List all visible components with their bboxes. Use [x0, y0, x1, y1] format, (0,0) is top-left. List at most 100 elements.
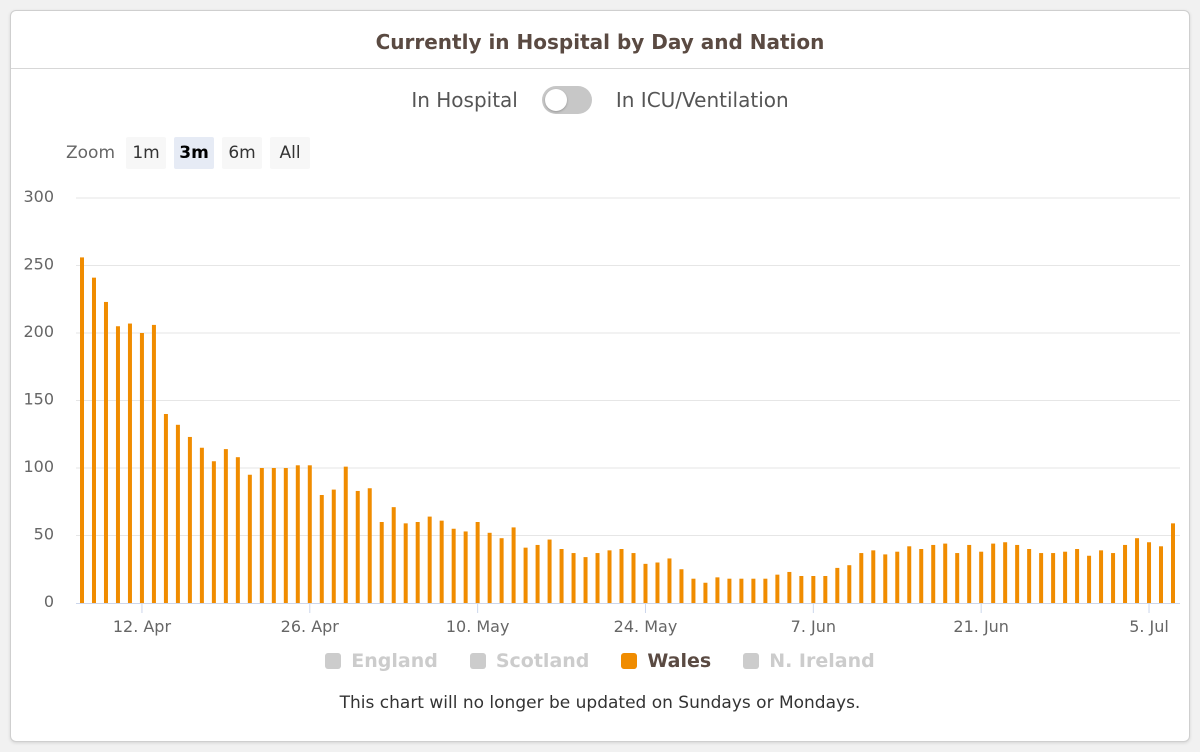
bar — [727, 578, 732, 603]
bar — [607, 550, 612, 603]
bar — [223, 449, 228, 603]
bar — [859, 553, 864, 603]
bar — [823, 576, 828, 603]
bar — [1147, 542, 1152, 603]
bar — [943, 543, 948, 603]
x-tick-label: 10. May — [446, 617, 510, 636]
bar — [523, 547, 528, 603]
bar — [751, 578, 756, 603]
bar — [115, 326, 120, 603]
bar — [463, 531, 468, 603]
bar — [1171, 523, 1175, 603]
bar — [1123, 544, 1128, 603]
bar — [979, 551, 984, 603]
legend-item-wales[interactable]: Wales — [621, 650, 711, 672]
zoom-1m-button[interactable]: 1m — [126, 137, 167, 169]
bar — [139, 333, 144, 603]
bar — [343, 466, 348, 603]
view-toggle-switch[interactable] — [541, 86, 592, 114]
legend-label: Scotland — [495, 650, 590, 672]
zoom-selector: Zoom 1m 3m 6m All — [66, 136, 311, 170]
chart-title: Currently in Hospital by Day and Nation — [11, 11, 1189, 69]
bar — [295, 465, 300, 603]
bar — [403, 523, 408, 603]
bar — [931, 544, 936, 603]
chart-card: Currently in Hospital by Day and Nation — [10, 10, 1190, 742]
bar — [1099, 550, 1104, 603]
bar — [367, 488, 372, 603]
bar — [451, 528, 456, 603]
bar — [1015, 544, 1020, 603]
bar — [283, 468, 288, 603]
bar — [439, 520, 444, 603]
y-tick-label: 250 — [23, 255, 54, 274]
bar — [271, 468, 276, 603]
bar — [175, 424, 180, 603]
bar — [739, 578, 744, 603]
bar — [619, 549, 624, 603]
bar — [80, 257, 84, 603]
bar — [427, 516, 432, 603]
bar — [847, 565, 852, 603]
bar — [595, 553, 600, 603]
x-tick-label: 5. Jul — [1129, 617, 1169, 636]
y-tick-label: 100 — [23, 457, 54, 476]
bar — [355, 490, 360, 603]
in-hospital-label[interactable]: In Hospital — [411, 88, 518, 112]
legend-swatch — [743, 653, 760, 669]
zoom-3m-button[interactable]: 3m — [174, 137, 215, 169]
bar — [1003, 542, 1008, 603]
bar — [907, 546, 912, 603]
bar — [475, 522, 480, 603]
bar — [715, 577, 720, 603]
toggle-knob — [544, 89, 567, 111]
legend-swatch — [325, 653, 342, 669]
bar — [1051, 553, 1056, 603]
bar — [703, 582, 708, 603]
legend-item-england[interactable]: England — [325, 650, 438, 672]
legend-item-n-ireland[interactable]: N. Ireland — [743, 650, 875, 672]
bar — [811, 576, 816, 603]
bar — [691, 578, 696, 603]
legend-label: Wales — [647, 650, 712, 672]
bar — [211, 461, 216, 603]
x-tick-label: 24. May — [614, 617, 678, 636]
bar — [955, 553, 960, 603]
x-tick-label: 26. Apr — [281, 617, 340, 636]
bar — [667, 558, 672, 603]
legend: England Scotland Wales N. Ireland — [0, 650, 1200, 672]
bar — [919, 549, 924, 603]
bar — [679, 569, 684, 603]
bar — [391, 507, 396, 603]
view-toggle-row: In Hospital In ICU/Ventilation — [0, 84, 1200, 116]
bar — [643, 563, 648, 603]
bar — [559, 549, 564, 603]
bar — [379, 522, 384, 603]
bar — [835, 567, 840, 603]
y-tick-label: 150 — [23, 390, 54, 409]
legend-item-scotland[interactable]: Scotland — [469, 650, 590, 672]
bar — [991, 543, 996, 603]
bar — [547, 539, 552, 603]
zoom-all-button[interactable]: All — [270, 137, 311, 169]
y-tick-label: 300 — [23, 187, 54, 206]
bar — [199, 447, 204, 603]
bar — [895, 551, 900, 603]
bar — [787, 571, 792, 603]
bar — [1027, 549, 1032, 603]
bar — [127, 323, 132, 603]
bar — [655, 562, 660, 603]
y-tick-label: 0 — [44, 592, 54, 611]
zoom-6m-button[interactable]: 6m — [222, 137, 263, 169]
x-tick-label: 21. Jun — [953, 617, 1009, 636]
bar — [871, 550, 876, 603]
bar — [319, 495, 324, 603]
bar — [103, 301, 108, 603]
y-tick-label: 50 — [34, 525, 54, 544]
x-tick-label: 7. Jun — [791, 617, 836, 636]
y-tick-label: 200 — [23, 322, 54, 341]
bar — [967, 544, 972, 603]
bar — [1075, 549, 1080, 603]
icu-ventilation-label[interactable]: In ICU/Ventilation — [615, 88, 789, 112]
